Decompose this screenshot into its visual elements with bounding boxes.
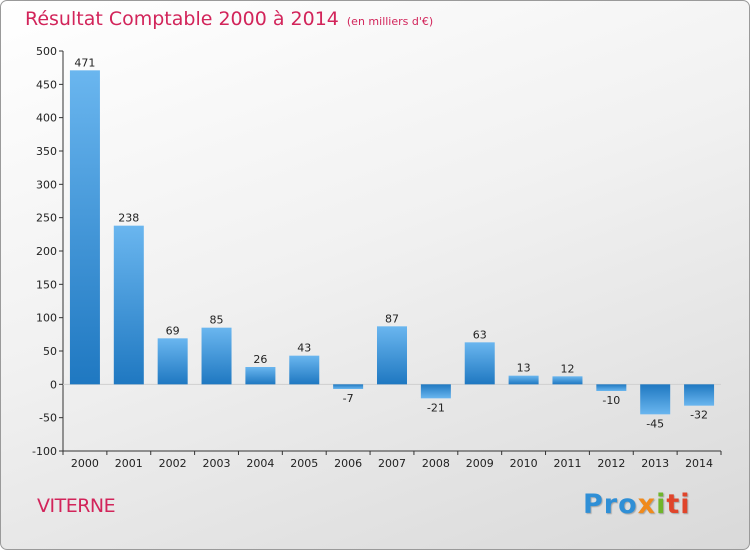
y-tick-label: 100 [36,312,57,325]
x-tick-label: 2009 [466,457,494,470]
bar-2011 [552,376,583,385]
commune-name: VITERNE [37,495,116,517]
x-tick-label: 2007 [378,457,406,470]
y-tick-label: 50 [43,345,57,358]
bars [69,70,715,415]
bar-2004 [245,367,276,385]
data-label-2008: -21 [427,401,445,414]
data-label-2007: 87 [385,312,399,325]
y-axis: -100 -50 0 50 100 150 200 250 300 350 400 450 500 [32,45,64,458]
y-tick-label: -100 [32,445,57,458]
bar-2003 [201,327,232,385]
x-tick-label: 2014 [685,457,713,470]
data-label-2005: 43 [297,342,311,355]
y-tick-label: 500 [36,45,57,58]
data-label-2006: -7 [343,392,354,405]
bar-2008 [420,384,451,399]
bar-2014 [684,384,715,406]
chart-subtitle: (en milliers d'€) [346,15,434,28]
data-label-2004: 26 [253,353,267,366]
x-tick-label: 2003 [203,457,231,470]
bar-2009 [464,342,495,385]
bar-2002 [157,338,188,385]
x-tick-label: 2005 [290,457,318,470]
x-tick-label: 2002 [159,457,187,470]
bar-2007 [377,326,407,385]
bar-2000 [69,70,100,385]
chart-title: Résultat Comptable 2000 à 2014 (en millie… [25,8,433,30]
y-tick-label: 150 [36,278,57,291]
bar-2013 [640,384,671,415]
proxiti-logo[interactable]: Proxiti [583,489,691,520]
x-tick-label: 2012 [597,457,625,470]
data-label-2000: 471 [74,56,95,69]
bar-2010 [508,375,539,385]
bar-2001 [113,225,144,385]
bar-2012 [596,384,627,391]
data-label-2001: 238 [118,212,139,225]
x-tick-label: 2013 [641,457,669,470]
chart-title-text: Résultat Comptable 2000 à 2014 [25,8,339,30]
data-labels: 471 238 69 85 26 43 -7 87 -21 63 13 12 -10 -45 -32 [74,56,708,430]
x-tick-label: 2008 [422,457,450,470]
logo-part-1: Pro [583,489,638,520]
data-label-2010: 13 [517,362,531,375]
data-label-2002: 69 [166,324,180,337]
x-tick-label: 2000 [71,457,99,470]
y-tick-label: 350 [36,145,57,158]
x-tick-label: 2001 [115,457,143,470]
y-tick-label: 450 [36,78,57,91]
bar-2006 [333,384,364,389]
data-label-2013: -45 [646,417,664,430]
data-label-2003: 85 [210,314,224,327]
logo-part-4: ti [666,489,691,520]
y-tick-label: 0 [50,378,57,391]
logo-part-2: x [637,489,657,520]
x-axis: 2000 2001 2002 2003 2004 2005 2006 2007 2008 2009… [62,383,722,470]
logo-part-3: i [656,489,667,520]
x-tick-label: 2006 [334,457,362,470]
data-label-2009: 63 [473,328,487,341]
y-tick-label: 200 [36,245,57,258]
bar-2005 [289,355,320,385]
x-tick-label: 2010 [510,457,538,470]
y-tick-label: 400 [36,112,57,125]
y-tick-label: -50 [39,412,57,425]
y-tick-label: 250 [36,212,57,225]
data-label-2014: -32 [690,409,708,422]
y-tick-label: 300 [36,178,57,191]
x-tick-label: 2004 [246,457,274,470]
data-label-2011: 12 [560,362,574,375]
x-tick-label: 2011 [553,457,581,470]
data-label-2012: -10 [602,394,620,407]
